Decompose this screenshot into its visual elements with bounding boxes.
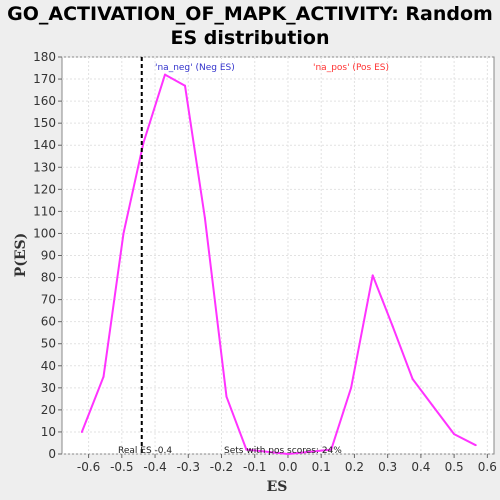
- x-tick-label: -0.3: [177, 460, 200, 474]
- x-tick-label: 0.0: [278, 460, 297, 474]
- x-axis-title: ES: [267, 479, 288, 495]
- distribution-point: [474, 444, 477, 447]
- y-tick-label: 150: [33, 116, 56, 130]
- distribution-line: [80, 73, 477, 455]
- real-es-label: Real ES -0.4: [118, 446, 172, 456]
- y-tick-label: 40: [41, 359, 56, 373]
- y-tick-label: 0: [48, 447, 56, 461]
- y-tick-label: 160: [33, 94, 56, 108]
- distribution-point: [183, 84, 186, 87]
- y-tick-label: 180: [33, 50, 56, 64]
- x-tick-label: 0.1: [312, 460, 331, 474]
- y-tick-label: 70: [41, 293, 56, 307]
- series-layer: [80, 73, 477, 455]
- neg-label: 'na_neg' (Neg ES): [155, 63, 235, 73]
- distribution-point: [411, 378, 414, 381]
- y-tick-label: 10: [41, 425, 56, 439]
- y-tick-label: 120: [33, 182, 56, 196]
- distribution-point: [330, 448, 333, 451]
- distribution-point: [203, 217, 206, 220]
- grid-layer: [62, 56, 494, 455]
- distribution-point: [164, 73, 167, 76]
- distribution-point: [453, 433, 456, 436]
- y-tick-label: 140: [33, 138, 56, 152]
- chart-title: GO_ACTIVATION_OF_MAPK_ACTIVITY: Random E…: [0, 2, 500, 50]
- chart-title-line2: ES distribution: [170, 27, 330, 49]
- distribution-point: [225, 395, 228, 398]
- chart-title-line1: GO_ACTIVATION_OF_MAPK_ACTIVITY: Random: [7, 3, 493, 25]
- distribution-point: [350, 386, 353, 389]
- y-tick-label: 20: [41, 403, 56, 417]
- x-tick-label: -0.6: [77, 460, 100, 474]
- x-tick-label: 0.5: [445, 460, 464, 474]
- distribution-point: [431, 404, 434, 407]
- y-tick-label: 50: [41, 337, 56, 351]
- distribution-point: [245, 448, 248, 451]
- distribution-point: [102, 375, 105, 378]
- y-tick-label: 110: [33, 204, 56, 218]
- x-tick-label: -0.2: [210, 460, 233, 474]
- distribution-point: [371, 274, 374, 277]
- y-tick-label: 60: [41, 315, 56, 329]
- y-tick-label: 80: [41, 271, 56, 285]
- x-tick-label: 0.4: [411, 460, 430, 474]
- y-tick-label: 90: [41, 249, 56, 263]
- x-tick-label: -0.4: [143, 460, 166, 474]
- x-tick-label: -0.1: [243, 460, 266, 474]
- y-tick-label: 170: [33, 72, 56, 86]
- y-axis-title: P(ES): [13, 233, 29, 278]
- y-tick-label: 130: [33, 160, 56, 174]
- pos-label: 'na_pos' (Pos ES): [313, 63, 389, 73]
- distribution-point: [80, 430, 83, 433]
- distribution-point: [286, 453, 289, 455]
- sets-label: Sets with pos scores: 24%: [224, 446, 342, 456]
- distribution-point: [122, 232, 125, 235]
- x-tick-label: 0.2: [345, 460, 364, 474]
- x-tick-label: 0.3: [378, 460, 397, 474]
- x-tick-label: 0.6: [478, 460, 497, 474]
- y-tick-label: 100: [33, 226, 56, 240]
- axis-layer: 0 10 20 30 40 50 60 70 80 90 100 110 120 130 140 150 160…: [33, 50, 497, 474]
- distribution-point: [142, 142, 145, 145]
- distribution-point: [391, 325, 394, 328]
- y-tick-label: 30: [41, 381, 56, 395]
- x-tick-label: -0.5: [110, 460, 133, 474]
